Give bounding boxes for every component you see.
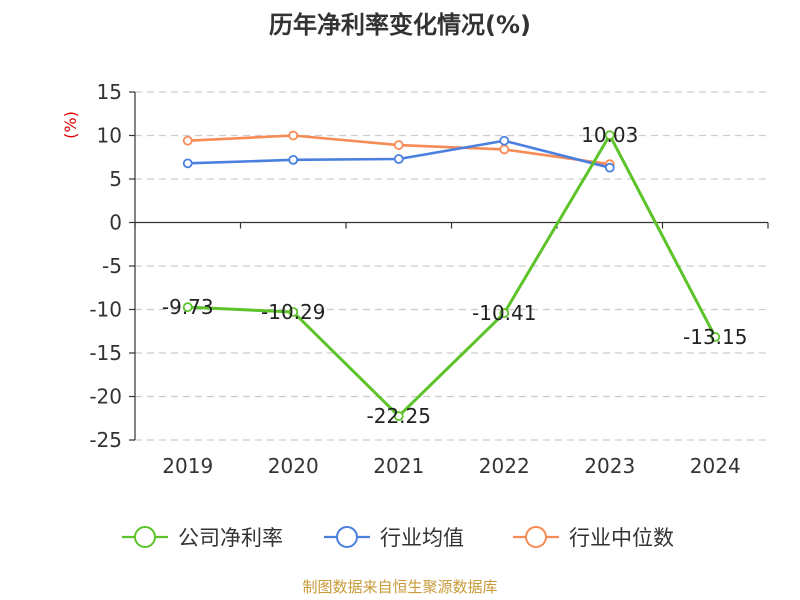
x-tick-label: 2022 xyxy=(479,454,530,478)
data-label: -22.25 xyxy=(367,404,431,428)
data-point xyxy=(182,302,193,313)
series-line xyxy=(187,133,717,418)
y-tick-label: -20 xyxy=(89,385,122,409)
y-tick-label: -5 xyxy=(102,254,122,278)
legend-marker xyxy=(525,526,547,548)
data-point xyxy=(288,307,299,317)
data-label: -10.29 xyxy=(261,300,325,324)
chart-title: 历年净利率变化情况(%) xyxy=(269,11,531,39)
series-lines xyxy=(182,130,721,421)
data-label: -9.73 xyxy=(162,295,214,319)
y-tick-label: -15 xyxy=(89,341,122,365)
data-point xyxy=(393,154,404,164)
data-point xyxy=(499,135,510,146)
y-tick-label: 0 xyxy=(109,211,122,235)
data-label: -10.41 xyxy=(472,301,536,325)
legend-label: 公司净利率 xyxy=(178,526,283,550)
data-point xyxy=(393,411,404,421)
x-tick-labels: 2019 2020 2021 2022 2023 2024 xyxy=(162,454,740,478)
x-tick-label: 2024 xyxy=(690,454,741,478)
data-point xyxy=(499,308,510,318)
y-tick-label: 10 xyxy=(97,124,122,148)
data-label: 10.03 xyxy=(581,123,638,147)
legend-marker xyxy=(134,526,156,548)
legend: 公司净利率 行业均值 行业中位数 xyxy=(122,526,674,550)
data-point xyxy=(710,332,721,342)
y-tick-label: 5 xyxy=(109,167,122,191)
x-tick-label: 2019 xyxy=(162,454,213,478)
gridlines xyxy=(135,91,768,441)
source-note: 制图数据来自恒生聚源数据库 xyxy=(302,578,497,596)
y-axis-label: (%) xyxy=(61,111,80,139)
legend-label: 行业中位数 xyxy=(569,526,674,550)
data-point xyxy=(604,162,615,173)
x-tick-label: 2023 xyxy=(584,454,635,478)
data-label: -13.15 xyxy=(683,325,747,349)
data-point xyxy=(288,130,299,141)
y-tick-label: -10 xyxy=(89,298,122,322)
y-tick-labels: 15 10 5 0 -5 -10 -15 -20 -25 xyxy=(89,80,122,452)
data-point xyxy=(393,140,404,150)
data-point xyxy=(182,158,193,169)
axes xyxy=(129,91,769,441)
data-point xyxy=(604,130,615,141)
y-tick-label: -25 xyxy=(89,428,122,452)
data-point xyxy=(182,135,193,146)
legend-label: 行业均值 xyxy=(380,526,464,550)
y-tick-label: 15 xyxy=(97,80,122,104)
data-point xyxy=(288,154,299,165)
legend-marker xyxy=(336,526,358,548)
x-tick-label: 2021 xyxy=(373,454,424,478)
x-tick-label: 2020 xyxy=(268,454,319,478)
data-labels: -9.73 -10.29 -22.25 -10.41 10.03 -13.15 xyxy=(162,123,748,428)
data-point xyxy=(499,144,510,155)
